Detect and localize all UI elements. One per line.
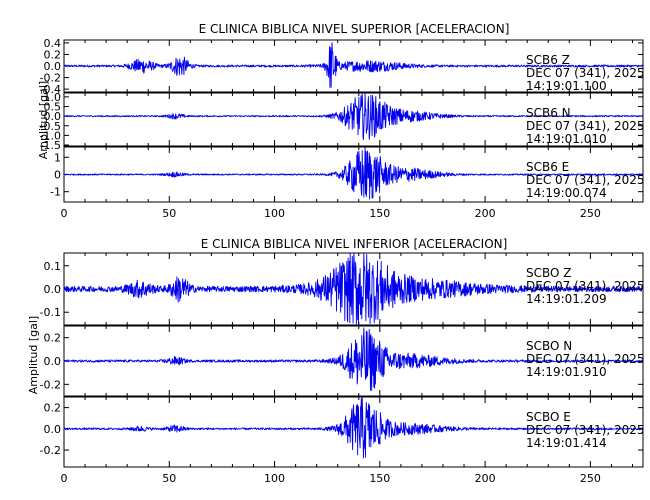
x-tick-label: 50 bbox=[162, 207, 176, 220]
y-tick-label: -0.5 bbox=[40, 120, 61, 133]
y-tick-label: 1 bbox=[54, 151, 61, 164]
y-tick-label: 0.1 bbox=[44, 260, 62, 273]
trace-annotation: 14:19:01.414 bbox=[526, 436, 607, 450]
y-tick-label: 0.0 bbox=[44, 60, 62, 73]
y-tick-label: -0.2 bbox=[40, 378, 61, 391]
trace-annotation: SCBO Z bbox=[526, 266, 572, 280]
x-tick-label: 150 bbox=[369, 207, 390, 220]
trace-annotation: SCBO N bbox=[526, 339, 572, 353]
y-tick-label: 0 bbox=[54, 169, 61, 182]
trace-annotation: DEC 07 (341), 2025 bbox=[526, 173, 645, 187]
y-tick-label: -0.2 bbox=[40, 444, 61, 457]
trace-annotation: SCBO E bbox=[526, 410, 571, 424]
trace-annotation: SCB6 Z bbox=[526, 53, 570, 67]
y-tick-label: 0.0 bbox=[44, 423, 62, 436]
y-tick-label: 0.5 bbox=[44, 100, 62, 113]
x-tick-label: 100 bbox=[264, 472, 285, 485]
y-tick-label: 0.2 bbox=[44, 402, 62, 415]
trace-annotation: DEC 07 (341), 2025 bbox=[526, 119, 645, 133]
waveform-trace bbox=[63, 397, 644, 459]
waveform-trace bbox=[63, 252, 644, 325]
panel-frame bbox=[63, 92, 644, 147]
y-tick-label: -0.1 bbox=[40, 306, 61, 319]
y-tick-label: -1.0 bbox=[40, 129, 61, 142]
waveform-trace bbox=[63, 42, 644, 89]
x-tick-label: 200 bbox=[475, 207, 496, 220]
x-tick-label: 150 bbox=[369, 472, 390, 485]
x-tick-label: 250 bbox=[580, 472, 601, 485]
x-tick-label: 0 bbox=[61, 207, 68, 220]
y-tick-label: -1 bbox=[50, 186, 61, 199]
trace-annotation: 14:19:01.010 bbox=[526, 132, 607, 146]
x-tick-label: 250 bbox=[580, 207, 601, 220]
y-tick-label: 0.4 bbox=[44, 37, 62, 50]
y-tick-label: -0.4 bbox=[40, 83, 61, 96]
y-tick-label: 0.2 bbox=[44, 48, 62, 61]
waveform-trace bbox=[63, 327, 644, 391]
y-tick-label: 0.2 bbox=[44, 332, 62, 345]
x-tick-label: 50 bbox=[162, 472, 176, 485]
y-tick-label: 0.0 bbox=[44, 283, 62, 296]
y-axis-label-superior: Amplitud [gal] bbox=[37, 81, 50, 159]
trace-annotation: SCB6 N bbox=[526, 106, 571, 120]
x-tick-label: 100 bbox=[264, 207, 285, 220]
chart-title-superior: E CLINICA BIBLICA NIVEL SUPERIOR [ACELER… bbox=[199, 22, 510, 36]
trace-annotation: DEC 07 (341), 2025 bbox=[526, 352, 645, 366]
trace-annotation: 14:19:01.209 bbox=[526, 292, 607, 306]
x-tick-label: 0 bbox=[61, 472, 68, 485]
y-tick-label: 0.0 bbox=[44, 355, 62, 368]
y-tick-label: 1.0 bbox=[44, 91, 62, 104]
trace-annotation: SCB6 E bbox=[526, 160, 569, 174]
y-tick-label: 0.0 bbox=[44, 110, 62, 123]
panel-frame bbox=[63, 396, 644, 468]
y-tick-label: -0.2 bbox=[40, 72, 61, 85]
trace-annotation: 14:19:00.074 bbox=[526, 186, 607, 200]
x-tick-label: 200 bbox=[475, 472, 496, 485]
waveform-trace bbox=[63, 92, 644, 141]
trace-annotation: DEC 07 (341), 2025 bbox=[526, 279, 645, 293]
trace-annotation: 14:19:01.910 bbox=[526, 365, 607, 379]
waveform-trace bbox=[63, 147, 644, 200]
chart-title-inferior: E CLINICA BIBLICA NIVEL INFERIOR [ACELER… bbox=[201, 237, 508, 251]
y-axis-label-inferior: Amplitud [gal] bbox=[27, 316, 40, 394]
trace-annotation: DEC 07 (341), 2025 bbox=[526, 423, 645, 437]
y-tick-label: -1.5 bbox=[40, 139, 61, 152]
trace-annotation: 14:19:01.100 bbox=[526, 79, 607, 93]
trace-annotation: DEC 07 (341), 2025 bbox=[526, 66, 645, 80]
